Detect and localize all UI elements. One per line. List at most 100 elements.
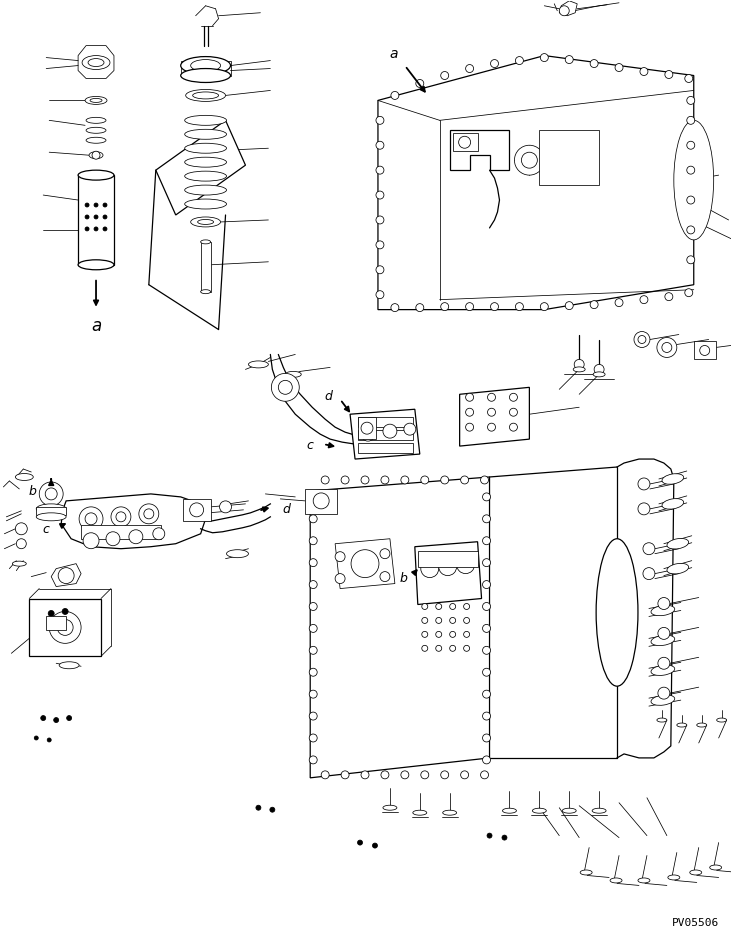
- Circle shape: [376, 292, 384, 299]
- Circle shape: [351, 550, 379, 578]
- Circle shape: [615, 299, 623, 308]
- Circle shape: [309, 494, 317, 501]
- Ellipse shape: [285, 372, 302, 378]
- Circle shape: [658, 598, 670, 610]
- Ellipse shape: [710, 865, 722, 870]
- Circle shape: [94, 204, 98, 208]
- Circle shape: [103, 228, 107, 231]
- Circle shape: [376, 143, 384, 150]
- Circle shape: [309, 559, 317, 567]
- Circle shape: [441, 73, 449, 80]
- Text: PV05506: PV05506: [671, 918, 719, 927]
- Circle shape: [321, 771, 329, 779]
- Circle shape: [361, 477, 369, 484]
- Circle shape: [457, 556, 474, 574]
- Ellipse shape: [37, 514, 66, 521]
- Circle shape: [481, 477, 488, 484]
- Ellipse shape: [86, 128, 106, 134]
- Circle shape: [687, 167, 695, 175]
- Ellipse shape: [15, 474, 33, 480]
- Circle shape: [509, 409, 518, 416]
- Ellipse shape: [674, 121, 714, 241]
- Ellipse shape: [413, 810, 427, 816]
- Circle shape: [309, 734, 317, 742]
- Circle shape: [401, 771, 409, 779]
- Ellipse shape: [184, 130, 226, 140]
- Bar: [201, 243, 211, 293]
- Bar: [358, 418, 376, 440]
- Circle shape: [116, 513, 126, 522]
- Polygon shape: [350, 410, 419, 460]
- Ellipse shape: [592, 808, 606, 814]
- Circle shape: [309, 515, 317, 523]
- Ellipse shape: [184, 172, 226, 182]
- Circle shape: [422, 604, 427, 610]
- Circle shape: [487, 834, 492, 838]
- Circle shape: [482, 713, 490, 720]
- Circle shape: [482, 515, 490, 523]
- Circle shape: [309, 603, 317, 611]
- Text: c: c: [306, 438, 313, 451]
- Circle shape: [482, 537, 490, 545]
- Circle shape: [502, 835, 507, 840]
- Circle shape: [540, 303, 548, 312]
- Ellipse shape: [181, 58, 231, 76]
- Circle shape: [687, 257, 695, 264]
- Circle shape: [421, 560, 438, 578]
- Ellipse shape: [193, 93, 219, 100]
- Bar: [183, 499, 211, 521]
- Ellipse shape: [502, 808, 517, 814]
- Polygon shape: [51, 565, 81, 587]
- Ellipse shape: [651, 635, 675, 646]
- Circle shape: [129, 531, 143, 544]
- Circle shape: [482, 603, 490, 611]
- Circle shape: [62, 609, 68, 615]
- Circle shape: [421, 477, 429, 484]
- Circle shape: [482, 625, 490, 632]
- Polygon shape: [61, 495, 206, 549]
- Circle shape: [482, 494, 490, 501]
- Circle shape: [94, 228, 98, 231]
- Circle shape: [404, 424, 416, 436]
- Circle shape: [335, 574, 345, 584]
- Circle shape: [515, 58, 523, 65]
- Circle shape: [376, 167, 384, 175]
- Circle shape: [615, 64, 623, 73]
- Circle shape: [94, 216, 98, 220]
- Circle shape: [488, 424, 496, 431]
- Circle shape: [463, 617, 470, 624]
- Circle shape: [515, 146, 545, 176]
- Circle shape: [449, 632, 455, 638]
- Circle shape: [380, 549, 390, 559]
- Bar: [452, 134, 477, 152]
- Circle shape: [700, 346, 710, 356]
- Circle shape: [466, 424, 474, 431]
- Ellipse shape: [186, 91, 225, 102]
- Ellipse shape: [667, 539, 689, 549]
- Circle shape: [85, 204, 89, 208]
- Circle shape: [684, 76, 692, 83]
- Ellipse shape: [662, 499, 684, 510]
- Bar: [78, 176, 114, 265]
- Circle shape: [687, 117, 695, 126]
- Circle shape: [103, 216, 107, 220]
- Text: c: c: [42, 523, 49, 535]
- Bar: [358, 430, 413, 441]
- Ellipse shape: [190, 218, 220, 228]
- Ellipse shape: [667, 564, 689, 574]
- Ellipse shape: [651, 695, 675, 705]
- Ellipse shape: [85, 97, 107, 106]
- Circle shape: [658, 628, 670, 640]
- Circle shape: [665, 72, 673, 79]
- Ellipse shape: [88, 59, 104, 67]
- Circle shape: [657, 338, 677, 358]
- Ellipse shape: [638, 878, 650, 883]
- Circle shape: [574, 360, 584, 370]
- Ellipse shape: [184, 200, 226, 210]
- Ellipse shape: [677, 723, 687, 727]
- Circle shape: [49, 612, 81, 644]
- Circle shape: [383, 425, 397, 439]
- Circle shape: [665, 294, 673, 301]
- Circle shape: [309, 537, 317, 545]
- Circle shape: [436, 604, 441, 610]
